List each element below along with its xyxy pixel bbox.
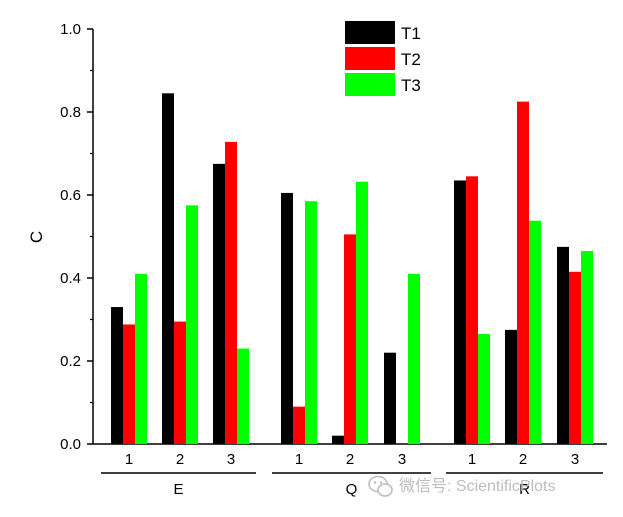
x-category-label: 1 — [295, 451, 303, 468]
bar-t3-1 — [135, 273, 147, 444]
x-category-label: 3 — [398, 451, 406, 468]
bar-t3-5 — [356, 181, 368, 444]
x-category-label: 1 — [468, 451, 476, 468]
x-category-label: 3 — [571, 451, 579, 468]
bar-t2-2 — [174, 321, 186, 444]
x-category-label: 2 — [346, 451, 354, 468]
bar-t3-3 — [237, 348, 249, 444]
x-group-label: Q — [346, 481, 358, 498]
bar-t1-4 — [281, 192, 293, 444]
bar-t1-5 — [332, 435, 344, 444]
bar-t1-3 — [213, 163, 225, 444]
legend: T1 T2 T3 — [345, 21, 421, 96]
y-tick-label: 0.6 — [60, 187, 81, 204]
bar-t2-4 — [293, 406, 305, 444]
x-category-label: 2 — [176, 451, 184, 468]
y-tick-label: 0.2 — [60, 353, 81, 370]
x-category-label: 3 — [227, 451, 235, 468]
legend-label-t3: T3 — [401, 76, 421, 95]
bar-t1-2 — [162, 93, 174, 444]
x-group-label: E — [173, 481, 183, 498]
x-category-label: 2 — [519, 451, 527, 468]
bar-t3-2 — [186, 205, 198, 444]
y-tick-label: 0.0 — [60, 436, 81, 453]
bar-t3-7 — [478, 334, 490, 444]
y-tick-label: 0.8 — [60, 104, 81, 121]
watermark-text: 微信号: ScientificPlots — [399, 477, 556, 495]
legend-label-t1: T1 — [401, 24, 421, 43]
x-category-label: 1 — [125, 451, 133, 468]
bar-t2-7 — [466, 176, 478, 444]
bar-t1-6 — [384, 352, 396, 444]
watermark: 微信号: ScientificPlots — [368, 475, 556, 497]
bar-t2-8 — [517, 101, 529, 444]
y-axis-title: C — [27, 231, 46, 243]
bar-t2-5 — [344, 234, 356, 444]
legend-swatch-t1 — [345, 21, 395, 44]
bar-t3-9 — [581, 251, 593, 444]
wechat-icon — [368, 475, 393, 497]
legend-label-t2: T2 — [401, 50, 421, 69]
bars — [111, 93, 593, 444]
x-group-label: R — [519, 481, 530, 498]
bar-t1-9 — [557, 246, 569, 444]
y-tick-label: 0.4 — [60, 270, 81, 287]
bar-t1-1 — [111, 307, 123, 444]
legend-swatch-t2 — [345, 47, 395, 70]
bar-t2-9 — [569, 271, 581, 444]
bar-t3-8 — [529, 220, 541, 444]
bar-t1-8 — [505, 329, 517, 444]
bar-t1-7 — [454, 180, 466, 444]
bar-t2-3 — [225, 141, 237, 444]
bar-t2-1 — [123, 324, 135, 444]
legend-swatch-t3 — [345, 73, 395, 96]
bar-t3-4 — [305, 201, 317, 444]
y-tick-label: 1.0 — [60, 21, 81, 38]
bar-t3-6 — [408, 273, 420, 444]
